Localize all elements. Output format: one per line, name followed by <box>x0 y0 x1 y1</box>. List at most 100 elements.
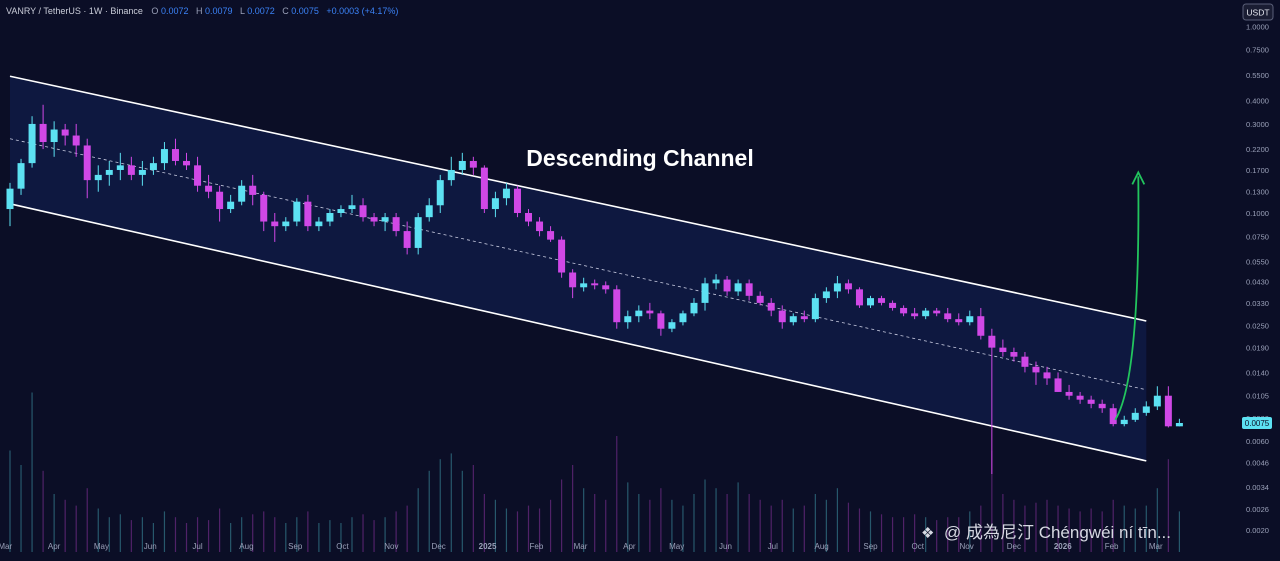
volume-bar <box>362 514 364 552</box>
price-tick-label: 0.1700 <box>1246 166 1269 175</box>
candle <box>1164 386 1172 428</box>
candle-body <box>348 205 356 210</box>
currency-button[interactable]: USDT <box>1242 3 1274 21</box>
candle <box>491 191 499 218</box>
volume-bar <box>53 494 55 552</box>
candle-body <box>855 289 863 306</box>
time-tick-label: Apr <box>623 542 636 551</box>
price-tick-label: 0.0026 <box>1246 505 1269 514</box>
volume-bar <box>991 450 993 552</box>
volume-bar <box>594 494 596 552</box>
candle <box>17 158 25 195</box>
candle-body <box>1076 395 1084 400</box>
candle-body <box>381 217 389 222</box>
candle-body <box>1175 423 1183 427</box>
candle <box>271 213 279 242</box>
candle-body <box>878 298 886 303</box>
volume-bar <box>152 523 155 552</box>
price-tick-label: 0.0060 <box>1246 437 1269 446</box>
time-tick-label: Aug <box>239 542 253 551</box>
volume-bar <box>428 470 430 552</box>
channel-lower-line <box>9 203 1147 462</box>
volume-bar <box>1178 511 1180 552</box>
volume-bar <box>980 505 982 552</box>
candle <box>414 213 422 255</box>
candle-body <box>94 174 102 181</box>
candle-body <box>1120 419 1128 425</box>
volume-bar <box>649 499 651 552</box>
candle <box>955 313 963 326</box>
volume-bar <box>274 517 276 552</box>
candle <box>668 319 676 333</box>
candle <box>999 339 1007 357</box>
candle <box>690 298 698 317</box>
current-price-tag <box>1242 417 1272 429</box>
volume-bar <box>42 470 44 552</box>
candle-body <box>414 217 422 248</box>
price-tick-label: 1.0000 <box>1246 22 1269 31</box>
candle-body <box>811 298 819 320</box>
candle <box>1021 352 1029 373</box>
volume-bar <box>869 511 872 552</box>
candle <box>613 285 621 329</box>
candle-body <box>734 283 742 292</box>
candle <box>712 274 720 290</box>
candle-body <box>580 283 588 288</box>
volume-bar <box>770 505 772 552</box>
candle-body <box>988 335 996 348</box>
candle <box>1010 347 1018 362</box>
watermark-text: @ 成為尼汀 Chéngwéi ní tīn... <box>944 523 1171 542</box>
price-tick-label: 0.0430 <box>1246 277 1269 286</box>
candle <box>238 180 246 206</box>
candle <box>1142 401 1150 416</box>
price-tick-label: 0.0750 <box>1246 232 1269 241</box>
candle <box>105 160 113 186</box>
candle <box>61 123 69 146</box>
candle-body <box>657 313 665 329</box>
candle-body <box>39 123 47 143</box>
price-axis[interactable]: 1.0000 0.7500 0.5500 0.4000 0.3000 0.2200 0.17… <box>1246 22 1269 535</box>
volume-bar <box>914 514 916 552</box>
time-axis[interactable]: Mar Apr May Jun Jul Aug Sep Oct Nov Dec 2025 Feb Mar… <box>0 542 1163 551</box>
candle <box>734 279 742 296</box>
volume-bar <box>384 517 386 552</box>
volume-bar <box>450 453 452 552</box>
candle <box>359 198 367 222</box>
price-tick-label: 0.7500 <box>1246 46 1269 55</box>
volume-bar <box>1002 494 1004 552</box>
candle-body <box>160 149 168 164</box>
candle-body <box>425 205 433 218</box>
ohlc-close-key: C <box>282 6 289 16</box>
candle-body <box>436 180 444 206</box>
volume-bar <box>1079 511 1081 552</box>
candle <box>900 305 908 317</box>
candle <box>1043 366 1051 385</box>
volume-bar <box>1013 499 1015 552</box>
volume-bar <box>97 508 99 552</box>
candle <box>811 293 819 323</box>
price-tick-label: 0.4000 <box>1246 97 1269 106</box>
candle <box>701 277 709 311</box>
candle-body <box>668 322 676 329</box>
candle-body <box>370 217 378 222</box>
volume-bar <box>936 520 938 552</box>
candle <box>723 275 731 296</box>
candle <box>944 307 952 323</box>
candle-body <box>50 129 58 143</box>
time-tick-label: Dec <box>432 542 446 551</box>
volume-bar <box>891 517 894 552</box>
volume-bars <box>9 392 1180 552</box>
candle <box>205 174 213 199</box>
volume-bar <box>119 514 121 552</box>
time-tick-label: Jul <box>768 542 778 551</box>
price-tick-label: 0.0140 <box>1246 368 1269 377</box>
symbol-header: VANRY / TetherUS · 1W · Binance O 0.0072… <box>6 6 398 16</box>
candle <box>866 295 874 308</box>
channel-upper-line <box>9 75 1147 322</box>
candle-body <box>955 319 963 323</box>
candle-body <box>1153 395 1161 407</box>
volume-bar <box>207 520 210 552</box>
candle <box>1087 395 1095 409</box>
volume-bar <box>241 517 243 552</box>
